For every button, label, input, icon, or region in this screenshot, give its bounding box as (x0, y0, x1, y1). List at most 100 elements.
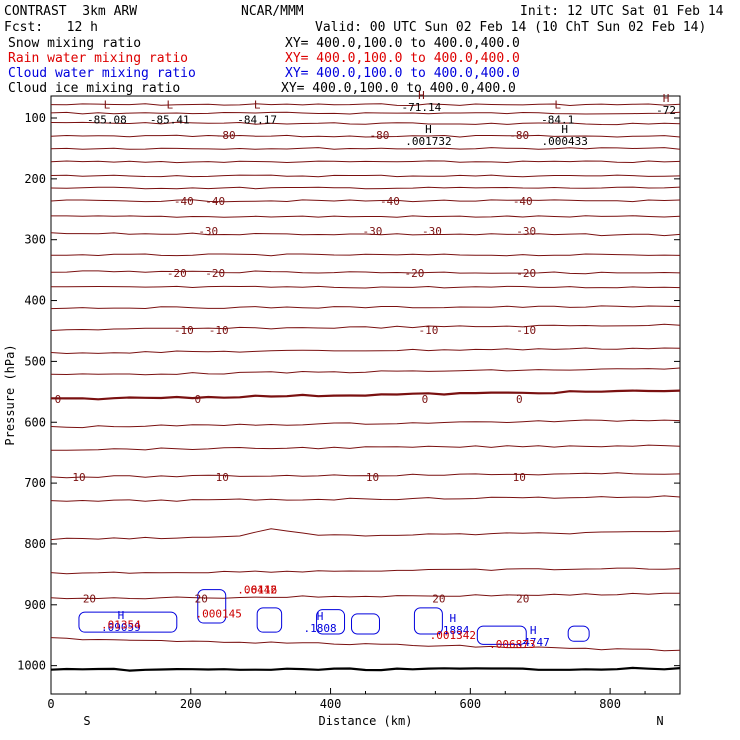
cloud-max-marker: H (317, 610, 324, 623)
y-tick-label: 200 (24, 172, 46, 186)
cloud-contour (316, 609, 346, 635)
isotherm-line (51, 285, 680, 289)
isotherm-label: -10 (209, 324, 229, 337)
y-axis-title: Pressure (hPa) (3, 344, 17, 445)
isotherm-line (51, 232, 680, 237)
isotherm-label: -10 (418, 324, 438, 337)
isotherm-label: 10 (513, 471, 526, 484)
high-value: -72 (656, 104, 676, 117)
isotherm-label: 0 (194, 393, 201, 406)
isotherm-line (51, 528, 680, 541)
isotherm-line (51, 444, 680, 451)
isotherm-label: -80 (509, 129, 529, 142)
field-xy-rain: XY= 400.0,100.0 to 400.0,400.0 (285, 51, 520, 66)
isotherm-label: -40 (380, 195, 400, 208)
max-value: .001732 (405, 135, 451, 148)
isotherm-label: -30 (422, 225, 442, 238)
isotherm-label: 20 (432, 593, 445, 606)
isotherm-label: -30 (516, 225, 536, 238)
cloud-max-marker: H (450, 612, 457, 625)
org-label: NCAR/MMM (241, 4, 304, 19)
cloud-contour (78, 611, 178, 633)
isotherm-line (51, 160, 680, 164)
isotherm-label: 0 (516, 393, 523, 406)
isotherm-label: -80 (370, 129, 390, 142)
y-tick-label: 600 (24, 415, 46, 429)
cloud-max-value: .1884 (436, 624, 469, 637)
y-tick-label: 1000 (17, 659, 46, 673)
field-xy-cloud-water: XY= 400.0,100.0 to 400.0,400.0 (285, 66, 520, 81)
cloud-max-value: .1808 (304, 622, 337, 635)
isotherm-label: 0 (55, 393, 62, 406)
isotherm-label: -30 (363, 225, 383, 238)
low-value: -84.17 (237, 114, 277, 127)
isotherm-label: -40 (205, 195, 225, 208)
isotherm-line (51, 592, 680, 600)
cloud-max-marker: H (530, 624, 537, 637)
isotherm-label: -10 (516, 324, 536, 337)
isotherm-label: -10 (174, 324, 194, 337)
high-marker: H (663, 92, 670, 105)
y-tick-label: 400 (24, 294, 46, 308)
isotherm-line (51, 121, 680, 126)
x-tick-label: 800 (599, 697, 621, 711)
isotherm-label: -80 (216, 129, 236, 142)
isotherm-line (51, 419, 680, 429)
x-tick-label: 400 (320, 697, 342, 711)
field-name-snow: Snow mixing ratio (8, 36, 142, 51)
low-value: -84.1 (541, 114, 574, 127)
cloud-contour (476, 625, 527, 645)
isotherm-line (51, 174, 680, 178)
rain-max-value: .01354 (101, 619, 141, 632)
isotherm-label: 0 (422, 393, 429, 406)
y-tick-label: 300 (24, 233, 46, 247)
isotherm-line (51, 134, 680, 138)
isotherm-label: 10 (72, 471, 85, 484)
isotherm-label: 20 (83, 593, 96, 606)
isotherm-label: -40 (174, 195, 194, 208)
isotherm-line (51, 103, 680, 107)
isotherm-line (51, 199, 680, 203)
rain-max-value: .0116 (244, 583, 277, 596)
cloud-contour (413, 607, 443, 635)
y-tick-label: 700 (24, 476, 46, 490)
isotherm-line (51, 323, 680, 331)
y-tick-label: 900 (24, 598, 46, 612)
isotherm-label: -20 (167, 267, 187, 280)
field-xy-cloud-ice: XY= 400.0,100.0 to 400.0,400.0 (281, 81, 516, 96)
low-marker: L (254, 99, 261, 112)
rain-max-value: .006873 (489, 638, 535, 651)
north-label: N (656, 714, 663, 728)
x-tick-label: 0 (47, 697, 54, 711)
isotherm-line (51, 270, 680, 275)
y-tick-label: 500 (24, 354, 46, 368)
cloud-max-marker: H (118, 609, 125, 622)
field-xy-snow: XY= 400.0,100.0 to 400.0,400.0 (285, 36, 520, 51)
max-marker: H (561, 123, 568, 136)
isotherm-group (51, 103, 680, 672)
high-value: -71.14 (402, 101, 442, 114)
isotherm-label: -20 (404, 267, 424, 280)
isotherm-label: -20 (205, 267, 225, 280)
high-marker: H (418, 89, 425, 102)
isotherm-line (51, 186, 680, 190)
isotherm-line (51, 472, 680, 479)
cloud-max-value: .09059 (101, 621, 141, 634)
isotherm-label: 10 (216, 471, 229, 484)
cloud-contour (351, 613, 380, 635)
isotherm-line (51, 305, 680, 310)
low-value: -85.41 (150, 114, 190, 127)
init-time: Init: 12 UTC Sat 01 Feb 14 (520, 4, 724, 19)
isotherm-line (51, 147, 680, 150)
isotherm-line (51, 347, 680, 355)
x-tick-label: 600 (459, 697, 481, 711)
south-label: S (83, 714, 90, 728)
isotherm-label: -30 (198, 225, 218, 238)
cloud-contour (256, 607, 283, 633)
isotherm-label: 20 (516, 593, 529, 606)
x-tick-label: 200 (180, 697, 202, 711)
isotherm-line (51, 389, 680, 401)
cloud-contour (567, 625, 590, 642)
low-value: -85.08 (87, 114, 127, 127)
rain-max-value: .001342 (430, 629, 476, 642)
